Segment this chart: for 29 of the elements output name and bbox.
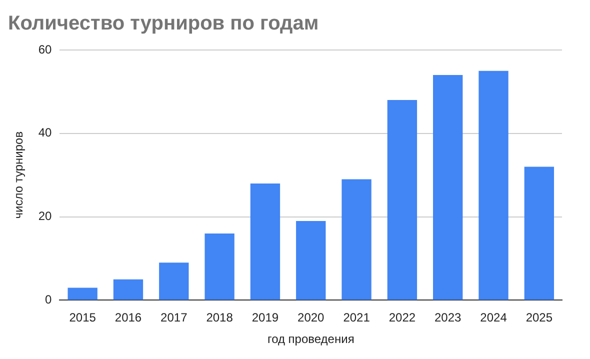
x-tick-label: 2017 (160, 310, 188, 325)
y-tick-label: 60 (38, 42, 52, 56)
bar (296, 220, 326, 300)
bar (478, 70, 508, 300)
x-tick-label: 2022 (388, 310, 416, 325)
y-tick-label: 0 (45, 292, 52, 307)
x-tick-label: 2023 (434, 310, 462, 325)
bar (113, 279, 144, 300)
x-tick-label: 2015 (69, 310, 96, 325)
x-tick-label: 2020 (298, 310, 325, 325)
bar (250, 183, 280, 300)
y-tick-label: 40 (38, 126, 52, 140)
x-axis-title: год проведения (267, 332, 354, 346)
bar (342, 179, 372, 300)
x-tick-label: 2019 (252, 310, 279, 325)
y-axis-title: число турниров (12, 131, 26, 219)
bar (433, 75, 463, 300)
bar (159, 262, 189, 300)
chart-title: Количество турниров по годам (8, 12, 319, 35)
bar (387, 100, 418, 300)
bar (204, 233, 234, 300)
x-tick-label: 2025 (526, 310, 553, 325)
x-tick-label: 2016 (114, 310, 142, 325)
y-tick-label: 20 (38, 209, 52, 224)
bar (524, 166, 554, 300)
x-tick-label: 2021 (343, 310, 370, 325)
bar (68, 288, 98, 300)
x-tick-label: 2018 (206, 310, 234, 325)
x-tick-label: 2024 (480, 310, 508, 325)
